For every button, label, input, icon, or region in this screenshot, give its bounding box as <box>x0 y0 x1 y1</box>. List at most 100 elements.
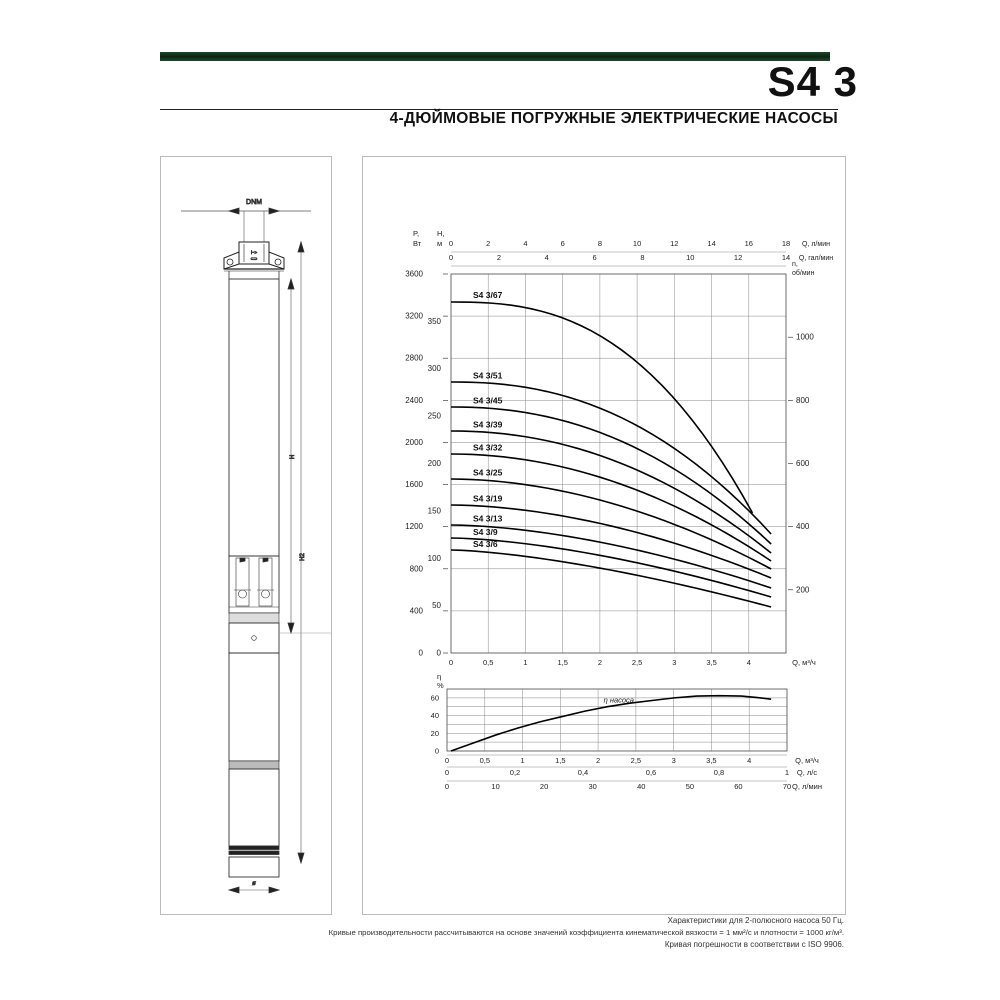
svg-text:3200: 3200 <box>405 312 423 321</box>
svg-text:η: η <box>437 672 441 681</box>
svg-text:Q, л/с: Q, л/с <box>797 768 817 777</box>
svg-text:Q, гал/мин: Q, гал/мин <box>799 255 833 262</box>
svg-text:Q, л/мин: Q, л/мин <box>792 782 822 791</box>
svg-text:400: 400 <box>796 522 810 531</box>
svg-text:0: 0 <box>449 239 453 248</box>
svg-text:0,8: 0,8 <box>714 768 724 777</box>
svg-text:2: 2 <box>486 239 490 248</box>
svg-text:0: 0 <box>419 649 424 658</box>
svg-text:4: 4 <box>523 239 527 248</box>
svg-text:150: 150 <box>428 506 442 515</box>
svg-text:η насоса: η насоса <box>604 696 634 705</box>
svg-text:0: 0 <box>437 649 442 658</box>
svg-text:3,5: 3,5 <box>706 658 716 667</box>
svg-text:20: 20 <box>540 782 548 791</box>
svg-text:1600: 1600 <box>405 480 423 489</box>
svg-text:70: 70 <box>783 782 791 791</box>
svg-text:60: 60 <box>431 693 439 702</box>
svg-text:H,: H, <box>437 229 445 238</box>
svg-text:S4 3/19: S4 3/19 <box>473 494 503 504</box>
svg-text:0: 0 <box>449 658 453 667</box>
svg-text:14: 14 <box>782 253 790 262</box>
svg-text:2: 2 <box>497 253 501 262</box>
svg-text:H2: H2 <box>300 553 306 561</box>
svg-text:2400: 2400 <box>405 396 423 405</box>
svg-text:100: 100 <box>428 554 442 563</box>
svg-text:Q, м³/ч: Q, м³/ч <box>792 658 816 667</box>
svg-text:0,5: 0,5 <box>483 658 493 667</box>
svg-text:об/мин: об/мин <box>792 269 815 277</box>
svg-text:ø: ø <box>252 881 256 887</box>
svg-text:1: 1 <box>785 768 789 777</box>
svg-text:м: м <box>437 239 442 248</box>
svg-text:2: 2 <box>596 756 600 765</box>
svg-text:10: 10 <box>491 782 499 791</box>
svg-text:2000: 2000 <box>405 438 423 447</box>
svg-text:30: 30 <box>589 782 597 791</box>
svg-text:3: 3 <box>672 658 676 667</box>
svg-text:20: 20 <box>431 729 439 738</box>
svg-text:2800: 2800 <box>405 354 423 363</box>
svg-text:3600: 3600 <box>405 270 423 279</box>
svg-text:10: 10 <box>686 253 694 262</box>
svg-text:S4 3/39: S4 3/39 <box>473 419 503 429</box>
svg-text:0: 0 <box>449 253 453 262</box>
svg-text:50: 50 <box>432 601 441 610</box>
svg-text:800: 800 <box>796 396 810 405</box>
svg-text:0,6: 0,6 <box>646 768 656 777</box>
svg-text:250: 250 <box>428 412 442 421</box>
svg-text:3,5: 3,5 <box>706 756 716 765</box>
svg-text:1: 1 <box>523 658 527 667</box>
svg-text:n,: n, <box>792 261 798 268</box>
svg-text:6: 6 <box>593 253 597 262</box>
svg-text:4: 4 <box>747 658 751 667</box>
svg-text:0,4: 0,4 <box>578 768 588 777</box>
svg-text:8: 8 <box>640 253 644 262</box>
svg-text:2: 2 <box>598 658 602 667</box>
svg-text:S4 3/51: S4 3/51 <box>473 370 503 380</box>
svg-text:0: 0 <box>445 756 449 765</box>
svg-text:1200: 1200 <box>405 522 423 531</box>
svg-text:40: 40 <box>637 782 645 791</box>
svg-text:⊢>: ⊢> <box>251 250 258 255</box>
svg-text:P,: P, <box>413 229 419 238</box>
svg-text:S4 3/25: S4 3/25 <box>473 468 503 478</box>
svg-text:800: 800 <box>410 564 424 573</box>
svg-text:0,2: 0,2 <box>510 768 520 777</box>
svg-text:12: 12 <box>734 253 742 262</box>
svg-text:⊂⊃: ⊂⊃ <box>250 256 257 261</box>
svg-text:12: 12 <box>670 239 678 248</box>
svg-text:350: 350 <box>428 317 442 326</box>
svg-text:%: % <box>437 681 444 690</box>
svg-text:2,5: 2,5 <box>632 658 642 667</box>
svg-text:300: 300 <box>428 364 442 373</box>
svg-text:S4 3/32: S4 3/32 <box>473 443 503 453</box>
svg-text:1,5: 1,5 <box>555 756 565 765</box>
svg-text:14: 14 <box>707 239 715 248</box>
svg-text:Q, м³/ч: Q, м³/ч <box>795 756 819 765</box>
svg-text:40: 40 <box>431 711 439 720</box>
svg-text:S4 3/67: S4 3/67 <box>473 290 503 300</box>
svg-text:2,5: 2,5 <box>631 756 641 765</box>
svg-text:4: 4 <box>747 756 751 765</box>
svg-text:60: 60 <box>734 782 742 791</box>
svg-text:0: 0 <box>445 782 449 791</box>
svg-text:8: 8 <box>598 239 602 248</box>
svg-text:0: 0 <box>435 747 439 756</box>
svg-text:Вт: Вт <box>413 239 422 248</box>
svg-text:200: 200 <box>796 585 810 594</box>
svg-text:3: 3 <box>672 756 676 765</box>
svg-text:S4 3/13: S4 3/13 <box>473 514 503 524</box>
svg-text:6: 6 <box>561 239 565 248</box>
svg-text:50: 50 <box>686 782 694 791</box>
svg-text:H: H <box>290 455 296 459</box>
svg-text:4: 4 <box>545 253 549 262</box>
svg-text:Q, л/мин: Q, л/мин <box>802 241 830 248</box>
svg-text:10: 10 <box>633 239 641 248</box>
svg-text:400: 400 <box>410 606 424 615</box>
svg-text:S4 3/9: S4 3/9 <box>473 527 498 537</box>
svg-text:1,5: 1,5 <box>557 658 567 667</box>
svg-text:600: 600 <box>796 459 810 468</box>
svg-text:0,5: 0,5 <box>480 756 490 765</box>
svg-text:16: 16 <box>745 239 753 248</box>
